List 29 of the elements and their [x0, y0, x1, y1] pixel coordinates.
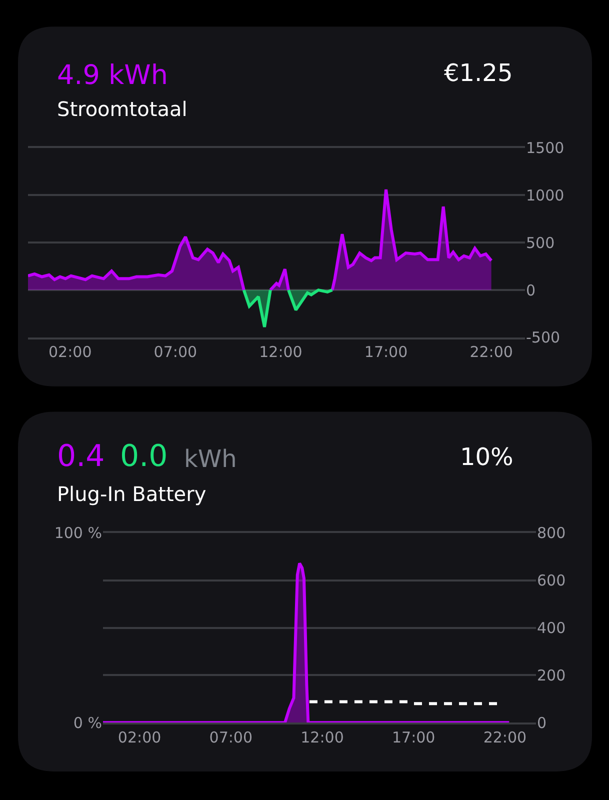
y-tick-label: 100 % — [54, 524, 102, 542]
x-tick-label: 12:00 — [259, 343, 302, 362]
text: 10% — [460, 443, 514, 471]
y-tick-label: -500 — [526, 328, 560, 347]
x-tick-label: 22:00 — [483, 728, 527, 746]
y-tick-label: 1000 — [526, 186, 564, 204]
x-tick-label: 07:00 — [154, 343, 198, 362]
text: kWh — [184, 445, 237, 473]
y-tick-label: 500 — [526, 234, 555, 252]
text: 4.9 kWh — [57, 60, 168, 91]
chart-title: Stroomtotaal — [57, 97, 188, 121]
y2-tick-label: 200 — [537, 666, 566, 684]
y-tick-label: 0 % — [73, 714, 102, 732]
x-tick-label: 02:00 — [118, 728, 162, 746]
text: €1.25 — [444, 59, 513, 87]
text: 0.4 — [57, 439, 105, 474]
y2-tick-label: 600 — [537, 572, 566, 590]
x-tick-label: 12:00 — [300, 728, 344, 746]
y-tick-label: 0 — [526, 281, 536, 300]
y2-tick-label: 400 — [537, 619, 566, 638]
text: 0.0 — [120, 439, 168, 474]
x-tick-label: 17:00 — [392, 728, 436, 746]
x-tick-label: 07:00 — [209, 728, 253, 746]
x-tick-label: 22:00 — [470, 343, 513, 362]
y-tick-label: 1500 — [526, 139, 564, 158]
chart-title: Plug-In Battery — [57, 482, 206, 506]
x-tick-label: 17:00 — [364, 343, 408, 362]
y2-tick-label: 800 — [537, 524, 566, 542]
x-tick-label: 02:00 — [48, 343, 92, 362]
